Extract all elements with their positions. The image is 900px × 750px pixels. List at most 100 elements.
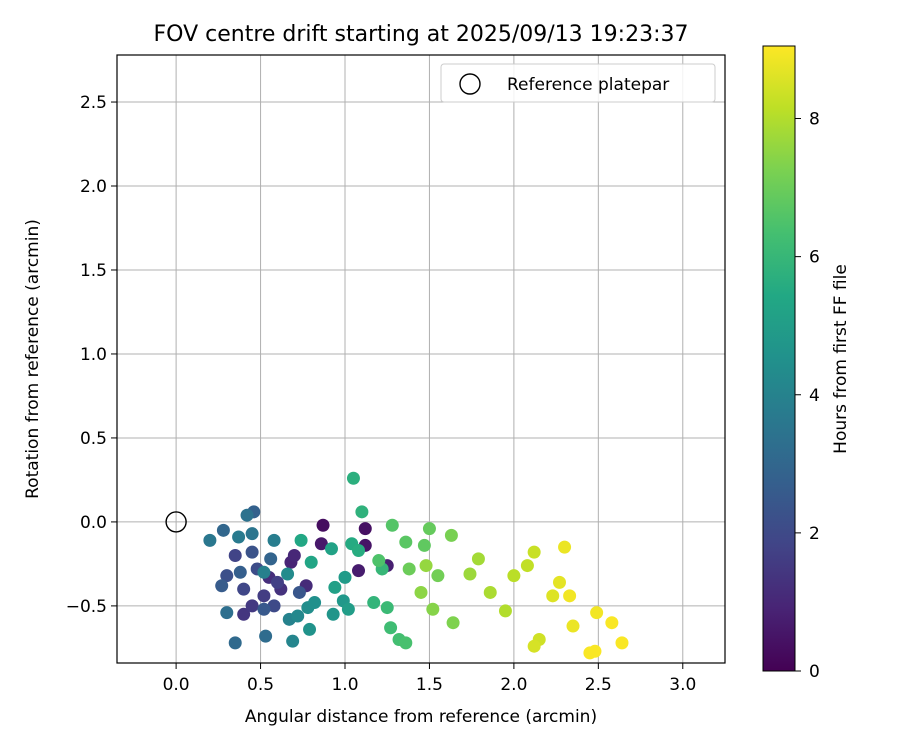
data-point	[384, 621, 398, 635]
data-point	[615, 636, 629, 650]
data-point	[220, 569, 234, 583]
data-point	[245, 545, 259, 559]
data-point	[419, 559, 433, 573]
data-point	[471, 552, 485, 566]
data-point	[237, 582, 251, 596]
data-point	[588, 644, 602, 658]
x-tick-label: 3.0	[669, 675, 696, 695]
data-point	[563, 589, 577, 603]
y-tick-label: 0.5	[80, 429, 107, 449]
data-point	[232, 530, 246, 544]
data-point	[292, 585, 306, 599]
colorbar-ticks: 0 2 4 6 8	[795, 110, 820, 682]
data-point	[303, 622, 317, 636]
legend-box	[440, 63, 716, 103]
data-point	[380, 601, 394, 615]
data-point	[483, 585, 497, 599]
y-tick-label: 2.5	[80, 93, 107, 113]
legend-marker-icon	[459, 73, 481, 95]
data-point	[316, 518, 330, 532]
data-point	[558, 540, 572, 554]
data-point	[352, 564, 366, 578]
colorbar-tick-label: 0	[809, 662, 820, 682]
data-point	[228, 549, 242, 563]
colorbar-tick-label: 2	[809, 524, 820, 544]
data-point	[259, 629, 273, 643]
data-point	[399, 636, 413, 650]
x-tick-label: 0.0	[163, 675, 190, 695]
data-point	[605, 616, 619, 630]
data-point	[566, 619, 580, 633]
data-point	[338, 570, 352, 584]
data-point	[257, 565, 271, 579]
data-point	[402, 562, 416, 576]
data-point	[308, 596, 322, 610]
data-point	[267, 599, 281, 613]
data-point	[446, 616, 460, 630]
x-tick-label: 1.5	[416, 675, 443, 695]
data-point	[304, 555, 318, 569]
y-axis-ticks: −0.5 0.0 0.5 1.0 1.5 2.0 2.5	[66, 93, 117, 617]
data-point	[324, 542, 338, 556]
x-tick-label: 1.0	[331, 675, 358, 695]
data-point	[385, 518, 399, 532]
data-point	[287, 549, 301, 563]
data-point	[546, 589, 560, 603]
data-point	[240, 508, 254, 522]
data-point	[257, 602, 271, 616]
data-point	[463, 567, 477, 581]
data-point	[417, 538, 431, 552]
colorbar-tick-label: 8	[809, 110, 820, 130]
data-point	[414, 585, 428, 599]
x-axis-ticks: 0.0 0.5 1.0 1.5 2.0 2.5 3.0	[163, 663, 696, 695]
plot-frame	[116, 54, 726, 664]
y-tick-label: 1.0	[80, 345, 107, 365]
data-point	[355, 505, 369, 519]
data-point	[426, 602, 440, 616]
colorbar-gradient	[762, 45, 796, 672]
data-point	[520, 559, 534, 573]
colorbar-tick-label: 4	[809, 386, 820, 406]
data-point	[326, 607, 340, 621]
x-tick-label: 2.5	[585, 675, 612, 695]
data-point	[431, 569, 445, 583]
data-point	[281, 567, 295, 581]
y-tick-label: −0.5	[66, 597, 107, 617]
y-tick-label: 0.0	[80, 513, 107, 533]
data-point	[498, 604, 512, 618]
data-point	[552, 575, 566, 589]
data-point	[267, 533, 281, 547]
data-point	[257, 589, 271, 603]
data-point	[527, 545, 541, 559]
x-axis-label: Angular distance from reference (arcmin)	[245, 707, 597, 727]
data-point	[352, 543, 366, 557]
reference-marker-group	[165, 511, 187, 533]
data-point	[399, 535, 413, 549]
data-point	[422, 522, 436, 536]
reference-platepar-marker	[165, 511, 187, 533]
data-point	[346, 471, 360, 485]
data-point	[372, 554, 386, 568]
data-point	[314, 537, 328, 551]
x-tick-label: 2.0	[500, 675, 527, 695]
data-point	[286, 634, 300, 648]
data-point	[294, 533, 308, 547]
data-point	[507, 569, 521, 583]
chart-title: FOV centre drift starting at 2025/09/13 …	[154, 22, 689, 47]
data-point	[220, 606, 234, 620]
colorbar-label: Hours from first FF file	[831, 264, 851, 454]
data-point	[245, 527, 259, 541]
data-point	[527, 639, 541, 653]
data-point	[215, 579, 229, 593]
data-point	[264, 552, 278, 566]
data-point	[358, 522, 372, 536]
data-point	[228, 636, 242, 650]
y-axis-label: Rotation from reference (arcmin)	[23, 219, 43, 499]
data-point	[444, 528, 458, 542]
colorbar: 0 2 4 6 8 Hours from first FF file	[762, 45, 851, 682]
data-point	[270, 575, 284, 589]
data-point	[233, 565, 247, 579]
legend: Reference platepar	[440, 63, 716, 103]
data-point	[590, 606, 604, 620]
